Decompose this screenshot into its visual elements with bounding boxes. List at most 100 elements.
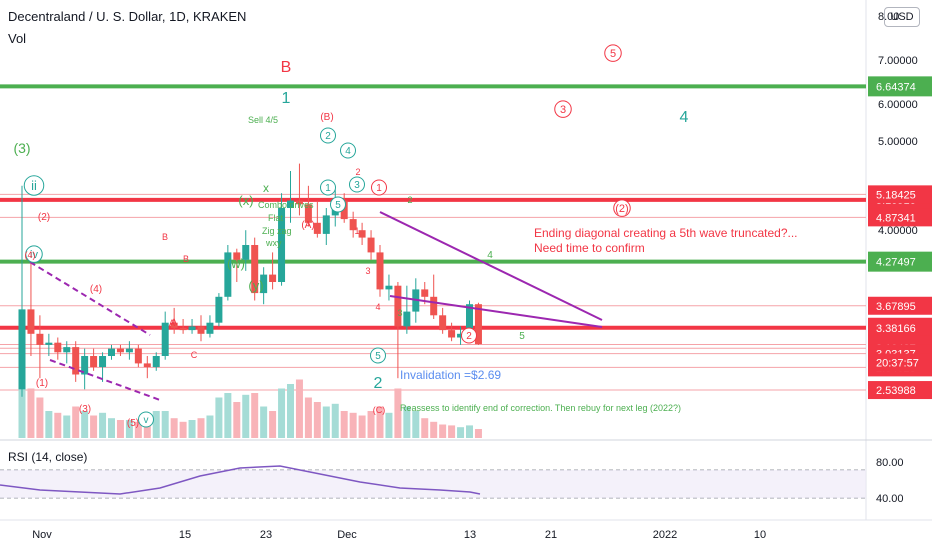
countdown-label: 20:37:57 [876, 357, 919, 369]
wave-label-circle [613, 199, 631, 217]
candle-body [63, 347, 71, 353]
wave-label: (y) [248, 278, 263, 293]
volume-bar [474, 429, 482, 438]
volume-bar [18, 361, 26, 438]
rsi-line [0, 465, 481, 495]
wave-label: 4 [345, 146, 351, 157]
currency-button[interactable]: USD [884, 7, 920, 27]
candle-body [206, 322, 214, 334]
candle-body [215, 296, 223, 323]
volume-bar [295, 379, 303, 438]
wave-label: 4 [375, 302, 380, 312]
wave-label: 5 [610, 48, 616, 60]
volume-bar [376, 406, 384, 438]
volume-bar [412, 411, 420, 438]
price-tag [868, 381, 932, 400]
candle-body [474, 304, 482, 345]
volume-bar [233, 402, 241, 438]
volume-bar [99, 412, 107, 438]
volume-bar [90, 415, 98, 438]
annotation-need-time: Need time to confirm [534, 241, 645, 255]
price-tag [868, 317, 932, 338]
wave-label-circle [138, 411, 154, 428]
price-tag-label: 3.67895 [876, 301, 916, 313]
volume-bar [206, 415, 214, 438]
candle-body [54, 342, 62, 353]
x-tick-label: Nov [32, 529, 52, 541]
candle-body [313, 222, 321, 234]
candle-body [45, 342, 53, 345]
wave-label: 2 [407, 195, 412, 205]
candle-body [287, 200, 294, 208]
price-tag-label: 4.87341 [876, 212, 916, 224]
price-tag [868, 76, 932, 97]
candle-body [448, 330, 456, 338]
annotation-invalidation: Invalidation =$2.69 [400, 368, 501, 382]
volume-bar [430, 421, 438, 438]
candle-body [295, 200, 303, 205]
x-tick-label: Dec [337, 529, 357, 541]
wave-label: 4 [487, 250, 493, 261]
volume-bar [448, 425, 456, 438]
wave-label: A [169, 318, 175, 328]
wave-label: 1 [325, 183, 331, 194]
wave-label-circle [370, 347, 386, 364]
volume-bar [340, 411, 348, 438]
x-tick-label: 23 [260, 529, 272, 541]
volume-bar [188, 420, 196, 438]
wave-label: B [183, 254, 189, 264]
volume-bar [349, 412, 357, 438]
candle-body [269, 274, 277, 282]
volume-bar [278, 388, 286, 438]
rsi-tick-label: 40.00 [876, 493, 904, 505]
volume-bar [385, 412, 393, 438]
volume-bar [45, 411, 53, 438]
wave-label-circle [320, 179, 336, 196]
candle-body [385, 285, 393, 290]
countdown-tag [868, 353, 932, 372]
volume-bar [116, 420, 124, 438]
candle-body [134, 348, 142, 364]
volume-bar [260, 406, 268, 438]
wave-label: ii [31, 178, 37, 193]
candle-body [27, 309, 35, 334]
candle-body [72, 347, 80, 375]
volume-bar [161, 411, 169, 438]
y-tick-label: 7.00000 [878, 55, 918, 67]
volume-bar [72, 406, 80, 438]
wave-label: (3) [79, 404, 91, 415]
volume-bar [367, 411, 375, 438]
candle-body [116, 348, 124, 353]
wave-label-circle [371, 179, 387, 196]
y-tick-label: 8.00 [878, 11, 899, 23]
candle-body [18, 309, 26, 390]
volume-bar [125, 420, 133, 438]
wave-label: (C) [373, 405, 386, 415]
volume-bar [358, 415, 366, 438]
wave-label-circle [320, 127, 336, 144]
wave-label: 2 [466, 331, 472, 342]
wave-label-circle [461, 327, 477, 344]
candle-body [242, 245, 250, 260]
candle-body [367, 237, 375, 253]
candle-body [179, 327, 187, 331]
volume-bar [134, 421, 142, 438]
candle-body [143, 363, 151, 368]
annotation-zigzag: Zig zag [262, 226, 292, 236]
volume-bar [170, 418, 178, 438]
candle-body [233, 252, 241, 260]
wave-label: 3 [354, 180, 360, 191]
wave-label: C [191, 350, 198, 360]
wave-label-circle [330, 196, 346, 213]
volume-bar [224, 393, 232, 438]
volume-bar [287, 384, 294, 438]
wave-label: 3 [467, 318, 473, 329]
wave-label: x [263, 181, 269, 195]
annotation-sell: Sell 4/5 [248, 115, 278, 125]
wave-label: 3 [560, 104, 566, 116]
volume-label: Vol [8, 31, 27, 46]
y-tick-label: 6.00000 [878, 99, 918, 111]
wedge-upper-line [379, 211, 603, 321]
wave-label: 2 [355, 167, 360, 177]
